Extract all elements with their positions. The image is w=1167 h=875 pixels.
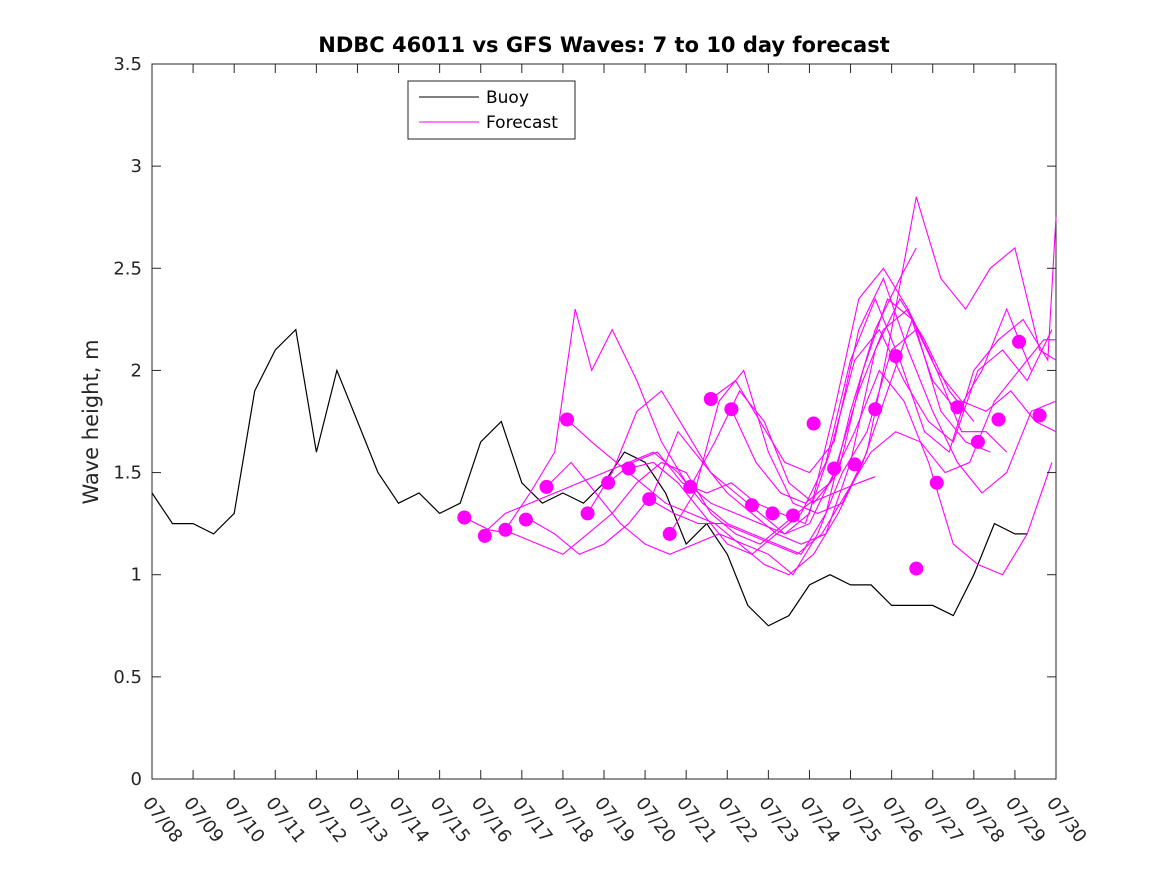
y-tick-label: 2.5 [113, 258, 142, 279]
x-tick-label: 07/09 [179, 793, 227, 847]
x-tick-label: 07/14 [385, 793, 433, 847]
forecast-marker [909, 561, 924, 576]
forecast-marker [724, 402, 739, 417]
forecast-run-line-4 [529, 297, 975, 555]
legend-box [407, 80, 576, 140]
forecast-marker [477, 528, 492, 543]
forecast-run-line-13 [710, 277, 1057, 494]
forecast-marker [765, 506, 780, 521]
forecast-run-line-12 [689, 297, 1057, 504]
forecast-marker [621, 461, 636, 476]
x-tick-label: 07/29 [1001, 793, 1049, 847]
forecast-marker [929, 475, 944, 490]
forecast-marker [518, 512, 533, 527]
forecast-marker [827, 461, 842, 476]
forecast-marker [580, 506, 595, 521]
x-tick-label: 07/22 [713, 793, 761, 847]
series-layer [151, 196, 1057, 627]
x-tick-label: 07/19 [590, 793, 638, 847]
x-tick-label: 07/21 [672, 793, 720, 847]
x-tick-label: 07/23 [754, 793, 802, 847]
x-tick-label: 07/12 [302, 793, 350, 847]
x-tick-label: 07/18 [549, 793, 597, 847]
forecast-marker [991, 412, 1006, 427]
marker-layer [457, 334, 1047, 576]
forecast-marker [970, 434, 985, 449]
forecast-run-line-9 [628, 217, 1057, 555]
x-tick-label: 07/30 [1042, 793, 1090, 847]
y-tick-label: 3.5 [113, 54, 142, 75]
forecast-marker [1032, 408, 1047, 423]
forecast-marker [642, 492, 657, 507]
forecast-marker [457, 510, 472, 525]
forecast-marker [539, 479, 554, 494]
forecast-marker [950, 400, 965, 415]
chart-title: NDBC 46011 vs GFS Waves: 7 to 10 day for… [318, 33, 889, 57]
forecast-marker [786, 508, 800, 523]
forecast-marker [888, 349, 903, 364]
forecast-marker [806, 416, 821, 431]
forecast-run-line-1 [464, 461, 876, 555]
forecast-marker [744, 498, 759, 513]
x-tick-label: 07/26 [878, 793, 926, 847]
y-tick-label: 1 [131, 565, 142, 586]
forecast-run-line-8 [607, 328, 1053, 525]
y-tick-label: 1.5 [113, 463, 142, 484]
x-tick-label: 07/20 [631, 793, 679, 847]
x-tick-label: 07/25 [837, 793, 885, 847]
legend-entry-forecast: Forecast [486, 113, 558, 133]
forecast-marker [601, 475, 616, 490]
x-tick-label: 07/10 [220, 793, 268, 847]
x-tick-label: 07/11 [261, 793, 309, 847]
forecast-marker [683, 479, 698, 494]
y-axis-label: Wave height, m [79, 339, 103, 504]
forecast-marker [560, 412, 574, 427]
x-tick-label: 07/13 [344, 793, 392, 847]
forecast-run-line-5 [546, 328, 991, 576]
y-tick-label: 0.5 [113, 667, 142, 688]
buoy-series-line [151, 328, 1028, 627]
legend-entry-buoy: Buoy [486, 88, 529, 108]
forecast-marker [1012, 334, 1026, 349]
legend: Buoy Forecast [407, 80, 576, 140]
x-tick-label: 07/15 [426, 793, 474, 847]
forecast-run-line-3 [504, 267, 934, 535]
y-tick-label: 3 [131, 156, 142, 177]
forecast-marker [847, 457, 862, 472]
forecast-marker [868, 402, 883, 417]
plot-area [151, 63, 1057, 780]
forecast-run-line-10 [648, 339, 1056, 555]
x-tick-label: 07/17 [508, 793, 556, 847]
x-tick-label: 07/16 [467, 793, 515, 847]
x-tick-label: 07/08 [138, 793, 186, 847]
x-tick-label: 07/27 [919, 793, 967, 847]
forecast-run-line-14 [730, 369, 1053, 576]
forecast-marker [703, 392, 718, 406]
forecast-run-line-2 [480, 247, 917, 555]
x-tick-label: 07/24 [796, 793, 844, 847]
y-tick-label: 0 [131, 769, 142, 790]
y-tick-label: 2 [131, 360, 142, 381]
forecast-marker [662, 526, 677, 541]
forecast-marker [498, 522, 513, 537]
x-tick-label: 07/28 [960, 793, 1008, 847]
